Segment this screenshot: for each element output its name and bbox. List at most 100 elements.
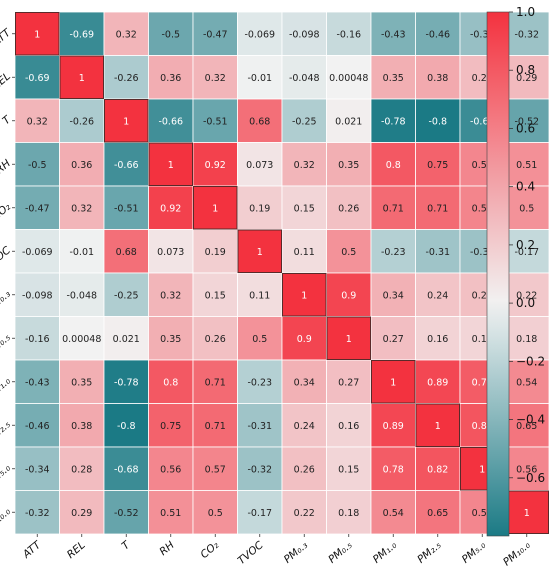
column-tick-label: PM₁.₀ bbox=[371, 539, 400, 566]
cell-value-label: -0.52 bbox=[114, 508, 139, 519]
heatmap-cell bbox=[237, 98, 283, 143]
heatmap-cell bbox=[59, 142, 105, 187]
heatmap-cell bbox=[192, 185, 238, 230]
heatmap-cell bbox=[59, 11, 105, 56]
cell-value-label: -0.68 bbox=[114, 464, 139, 475]
cell-value-label: 0.8 bbox=[163, 377, 178, 388]
cell-value-label: -0.17 bbox=[247, 508, 272, 519]
heatmap-cell bbox=[326, 359, 372, 404]
heatmap-cell bbox=[326, 490, 372, 535]
cell-value-label: 0.32 bbox=[160, 290, 181, 301]
heatmap-cell bbox=[326, 98, 372, 143]
cell-value-label: 1 bbox=[435, 421, 441, 432]
row-labels: ATT REL T RH CO₂ TVOC PM₀.₃ PM₀.₅ PM₁.₀ PM₂.₅ PM₅.… bbox=[0, 26, 15, 535]
cell-value-label: -0.01 bbox=[247, 73, 272, 84]
column-tick-label: CO₂ bbox=[198, 539, 221, 561]
cell-value-label: 0.56 bbox=[472, 160, 493, 171]
column-tick-label: PM₂.₅ bbox=[415, 539, 444, 566]
cell-value-label: -0.69 bbox=[69, 29, 94, 40]
cell-value-label: -0.46 bbox=[25, 421, 50, 432]
colorbar-tick-label: 1.0 bbox=[516, 5, 535, 19]
row-tick-label: PM₀.₅ bbox=[0, 331, 13, 358]
cell-value-label: 0.65 bbox=[427, 508, 448, 519]
heatmap-cell bbox=[281, 142, 327, 187]
heatmap-cell bbox=[326, 185, 372, 230]
cell-value-label: 1 bbox=[79, 73, 85, 84]
heatmap-cell bbox=[370, 316, 416, 361]
cell-value-label: 0.71 bbox=[205, 377, 226, 388]
cell-value-label: 0.5 bbox=[519, 203, 534, 214]
cell-value-label: -0.8 bbox=[117, 421, 136, 432]
cell-value-label: -0.098 bbox=[22, 290, 53, 301]
diagonal-cell-border bbox=[237, 229, 282, 273]
cell-value-label: -0.69 bbox=[25, 73, 50, 84]
heatmap-cell bbox=[148, 490, 194, 535]
cell-value-label: 0.51 bbox=[160, 508, 181, 519]
cell-value-label: -0.26 bbox=[69, 116, 94, 127]
cell-value-label: 0.38 bbox=[71, 421, 92, 432]
cell-value-label: 0.35 bbox=[383, 73, 404, 84]
heatmap-cell bbox=[504, 142, 550, 187]
heatmap-cell bbox=[192, 446, 238, 491]
cell-value-label: 1 bbox=[34, 29, 40, 40]
cell-value-label: -0.47 bbox=[25, 203, 50, 214]
cell-value-label: 0.32 bbox=[116, 29, 137, 40]
cell-value-label: -0.01 bbox=[69, 247, 94, 258]
column-tick-label: REL bbox=[65, 539, 88, 561]
cell-value-label: 1 bbox=[524, 508, 530, 519]
heatmap-cell bbox=[59, 316, 105, 361]
cell-value-label: 1 bbox=[168, 160, 174, 171]
diagonal-cell-border bbox=[104, 99, 149, 143]
cell-value-label: 0.29 bbox=[71, 508, 92, 519]
diagonal-cell-border bbox=[326, 316, 371, 360]
cell-value-label: -0.26 bbox=[114, 73, 139, 84]
cell-value-label: 0.38 bbox=[427, 73, 448, 84]
cell-value-label: -0.52 bbox=[514, 116, 539, 127]
row-tick-label: TVOC bbox=[0, 244, 13, 272]
heatmap-cell bbox=[504, 185, 550, 230]
cell-value-label: 0.71 bbox=[427, 203, 448, 214]
cell-value-label: 0.18 bbox=[516, 334, 537, 345]
row-tick-label: PM₀.₃ bbox=[0, 288, 13, 315]
heatmap-cell bbox=[192, 142, 238, 187]
colorbar: 1.0 0.8 0.6 0.4 0.2 0.0 −0.2 −0.4 −0.6 bbox=[486, 5, 545, 537]
heatmap-cell bbox=[103, 359, 149, 404]
cell-value-label: -0.32 bbox=[514, 29, 539, 40]
cell-value-label: -0.78 bbox=[381, 116, 406, 127]
cell-value-label: 0.89 bbox=[427, 377, 448, 388]
heatmap-cell bbox=[237, 316, 283, 361]
column-tick-label: ATT bbox=[20, 538, 44, 561]
cell-value-label: 0.32 bbox=[71, 203, 92, 214]
column-tick-label: PM₀.₃ bbox=[282, 539, 311, 566]
cell-value-label: 0.34 bbox=[294, 377, 315, 388]
cell-value-label: 0.78 bbox=[472, 377, 493, 388]
heatmap-cell bbox=[14, 403, 60, 448]
cell-value-label: 0.26 bbox=[472, 290, 493, 301]
row-tick-label: CO₂ bbox=[0, 200, 14, 222]
heatmap-cell bbox=[415, 142, 461, 187]
heatmap-cell bbox=[237, 11, 283, 56]
cell-value-label: 0.34 bbox=[383, 290, 404, 301]
cell-value-label: -0.66 bbox=[114, 160, 139, 171]
heatmap-cell bbox=[103, 185, 149, 230]
heatmap-cell bbox=[192, 98, 238, 143]
cell-value-label: -0.23 bbox=[381, 247, 406, 258]
cell-value-label: 0.16 bbox=[427, 334, 448, 345]
cell-value-label: -0.069 bbox=[22, 247, 53, 258]
heatmap-cell bbox=[326, 272, 372, 317]
cell-value-label: 0.073 bbox=[246, 160, 273, 171]
cell-value-label: 0.36 bbox=[160, 73, 181, 84]
heatmap-cell bbox=[415, 11, 461, 56]
heatmap-cell bbox=[237, 446, 283, 491]
heatmap-cell bbox=[504, 272, 550, 317]
cell-value-label: 0.75 bbox=[427, 160, 448, 171]
cell-value-label: 1 bbox=[123, 116, 129, 127]
heatmap-cell bbox=[370, 403, 416, 448]
heatmap-cell bbox=[14, 490, 60, 535]
row-tick-label: ATT bbox=[0, 26, 14, 49]
column-tick-label: T bbox=[120, 538, 134, 552]
cell-value-label: 0.71 bbox=[205, 421, 226, 432]
heatmap-cell bbox=[281, 229, 327, 274]
heatmap-cell bbox=[148, 229, 194, 274]
cell-value-label: 1 bbox=[479, 464, 485, 475]
